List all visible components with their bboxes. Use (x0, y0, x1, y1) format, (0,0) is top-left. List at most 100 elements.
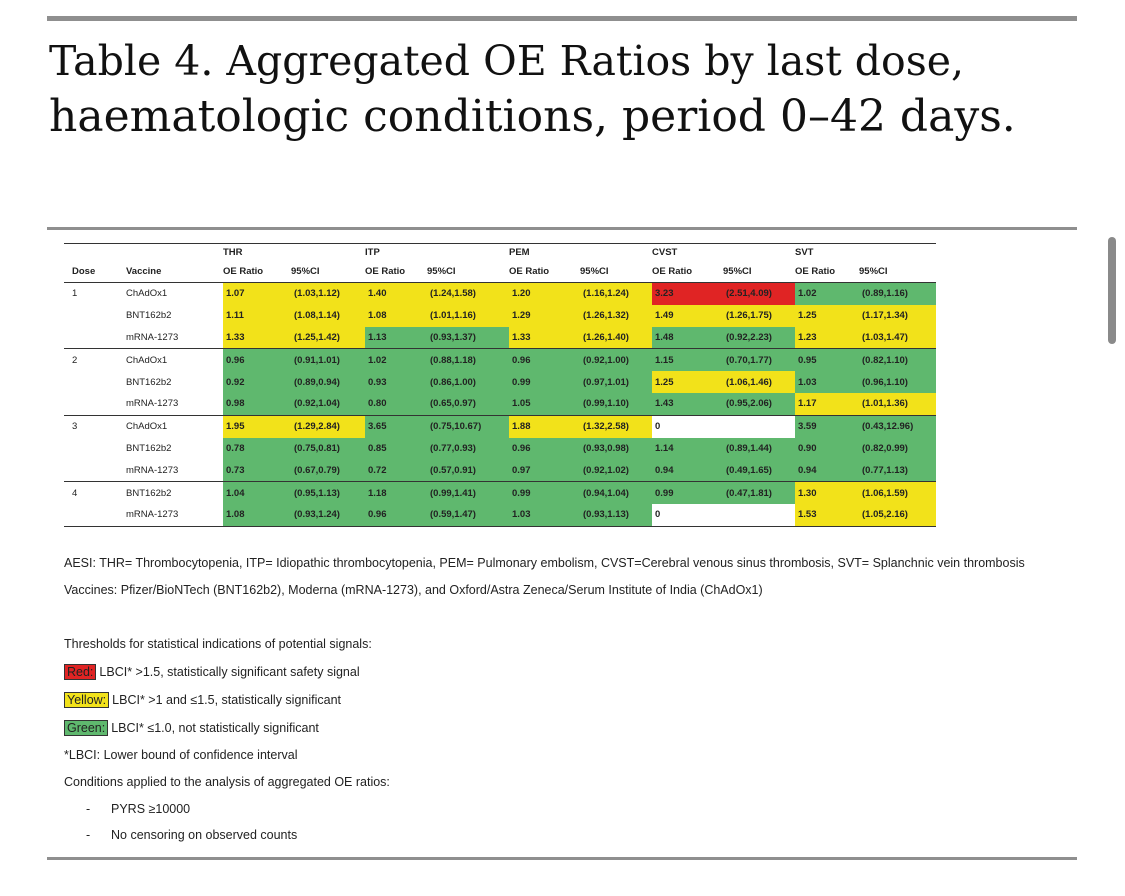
oe-ratio-cell: 0.92 (223, 371, 291, 393)
oe-ratio-cell: 1.23 (795, 326, 859, 350)
oe-ratio-cell: 3.59 (795, 415, 859, 438)
ci-cell: (0.86,1.00) (427, 371, 509, 393)
condition-text-2: No censoring on observed counts (111, 828, 298, 842)
group-header-pem: PEM (509, 247, 530, 258)
column-header: OE Ratio (795, 266, 836, 277)
oe-ratio-cell: 1.48 (652, 326, 723, 350)
table-row: 4 BNT162b2 1.04 (0.95,1.13) 1.18 (0.99,1.41) 0… (64, 481, 936, 504)
oe-ratio-cell: 1.17 (795, 392, 859, 416)
ci-cell: (0.92,1.02) (580, 459, 652, 483)
table-row: BNT162b2 1.11 (1.08,1.14) 1.08 (1.01,1.16) 1.… (64, 304, 936, 327)
oe-ratio-cell: 0.78 (223, 437, 291, 460)
oe-ratio-cell: 1.88 (509, 415, 580, 438)
ci-cell: (1.29,2.84) (291, 415, 365, 438)
green-threshold-text: LBCI* ≤1.0, not statistically significan… (111, 721, 319, 735)
column-header: 95%CI (427, 266, 456, 277)
column-header: OE Ratio (365, 266, 406, 277)
page-title: Table 4. Aggregated OE Ratios by last do… (49, 34, 1069, 144)
oe-ratio-cell: 0 (652, 503, 723, 527)
top-rule (47, 16, 1077, 21)
oe-ratio-cell: 0.97 (509, 459, 580, 483)
oe-ratio-cell: 0.90 (795, 437, 859, 460)
oe-ratio-cell: 1.05 (509, 392, 580, 416)
scrollbar-thumb[interactable] (1108, 237, 1116, 344)
red-swatch-label: Red: (64, 664, 97, 680)
dose-cell (64, 459, 126, 483)
ci-cell: (0.43,12.96) (859, 415, 936, 438)
ci-cell: (1.05,2.16) (859, 503, 936, 527)
column-header: OE Ratio (223, 266, 264, 277)
oe-ratio-cell: 1.02 (795, 282, 859, 305)
ci-cell: (0.95,2.06) (723, 392, 795, 416)
threshold-green: Green: LBCI* ≤1.0, not statistically sign… (64, 720, 319, 736)
ci-cell: (1.26,1.75) (723, 304, 795, 327)
ci-cell: (0.95,1.13) (291, 481, 365, 504)
oe-ratio-cell: 1.14 (652, 437, 723, 460)
column-header: 95%CI (291, 266, 320, 277)
vaccine-cell: ChAdOx1 (126, 288, 168, 300)
table-row: mRNA-1273 1.08 (0.93,1.24) 0.96 (0.59,1.47) 1… (64, 503, 936, 527)
vaccine-cell: mRNA-1273 (126, 503, 223, 527)
condition-text-1: PYRS ≥10000 (111, 802, 191, 816)
ci-cell: (0.57,0.91) (427, 459, 509, 483)
ci-cell: (0.97,1.01) (580, 371, 652, 393)
oe-ratio-cell: 0.72 (365, 459, 427, 483)
oe-ratio-cell: 1.18 (365, 481, 427, 504)
oe-ratio-cell: 0.96 (223, 348, 291, 372)
dose-cell (64, 438, 126, 460)
oe-ratio-cell: 0.96 (509, 437, 580, 460)
ci-cell (723, 415, 795, 438)
ci-cell: (1.08,1.14) (291, 304, 365, 327)
ci-cell: (0.94,1.04) (580, 481, 652, 504)
dose-cell (64, 326, 126, 350)
oe-ratio-cell: 0.96 (509, 348, 580, 372)
oe-ratio-cell: 0.85 (365, 437, 427, 460)
oe-ratio-cell: 1.15 (652, 348, 723, 372)
table-row: mRNA-1273 0.73 (0.67,0.79) 0.72 (0.57,0.91) 0… (64, 459, 936, 483)
table-row: mRNA-1273 1.33 (1.25,1.42) 1.13 (0.93,1.37) 1… (64, 326, 936, 350)
ci-cell: (0.99,1.10) (580, 392, 652, 416)
vaccine-cell: mRNA-1273 (126, 392, 223, 416)
conditions-heading: Conditions applied to the analysis of ag… (64, 775, 390, 789)
oe-ratio-cell: 0.96 (365, 503, 427, 527)
column-header-row: Dose Vaccine OE Ratio 95%CI OE Ratio 95%CI OE … (64, 261, 936, 283)
oe-ratio-cell: 0.94 (795, 459, 859, 483)
vaccine-cell: mRNA-1273 (126, 326, 223, 350)
oe-ratio-cell: 1.03 (795, 371, 859, 393)
vaccine-cell: BNT162b2 (126, 487, 172, 499)
group-header-row: THR ITP PEM CVST SVT (64, 244, 936, 262)
ci-cell: (0.92,1.00) (580, 348, 652, 372)
aesi-note: AESI: THR= Thrombocytopenia, ITP= Idiopa… (64, 556, 1025, 570)
dose-cell (64, 371, 126, 393)
oe-ratio-cell: 1.08 (365, 304, 427, 327)
ci-cell: (0.65,0.97) (427, 392, 509, 416)
oe-ratio-cell: 1.25 (652, 371, 723, 393)
table-row: 1 ChAdOx1 1.07 (1.03,1.12) 1.40 (1.24,1.58) 1.… (64, 282, 936, 305)
oe-ratio-cell: 1.40 (365, 282, 427, 305)
oe-ratio-cell: 1.02 (365, 348, 427, 372)
bullet-dash: - (86, 802, 91, 816)
ci-cell: (0.75,0.81) (291, 437, 365, 460)
column-header: Dose (72, 266, 96, 277)
ci-cell (723, 503, 795, 527)
threshold-red: Red: LBCI* >1.5, statistically significan… (64, 664, 360, 680)
oe-ratio-cell: 1.13 (365, 326, 427, 350)
oe-ratio-cell: 0.98 (223, 392, 291, 416)
lbci-note: *LBCI: Lower bound of confidence interva… (64, 748, 298, 762)
group-header-svt: SVT (795, 247, 814, 258)
oe-ratio-cell: 1.07 (223, 282, 291, 305)
ci-cell: (0.93,1.13) (580, 503, 652, 527)
ci-cell: (1.16,1.24) (580, 282, 652, 305)
oe-ratio-cell: 1.04 (223, 481, 291, 504)
ci-cell: (2.51,4.09) (723, 282, 795, 305)
vaccine-cell: BNT162b2 (126, 376, 172, 388)
ci-cell: (0.89,1.44) (723, 437, 795, 460)
group-header-thr: THR (223, 247, 243, 258)
ci-cell: (1.24,1.58) (427, 282, 509, 305)
ci-cell: (0.67,0.79) (291, 459, 365, 483)
ci-cell: (0.77,1.13) (859, 459, 936, 483)
oe-ratio-cell: 3.65 (365, 415, 427, 438)
ci-cell: (0.91,1.01) (291, 348, 365, 372)
ci-cell: (1.26,1.40) (580, 326, 652, 350)
ci-cell: (0.59,1.47) (427, 503, 509, 527)
